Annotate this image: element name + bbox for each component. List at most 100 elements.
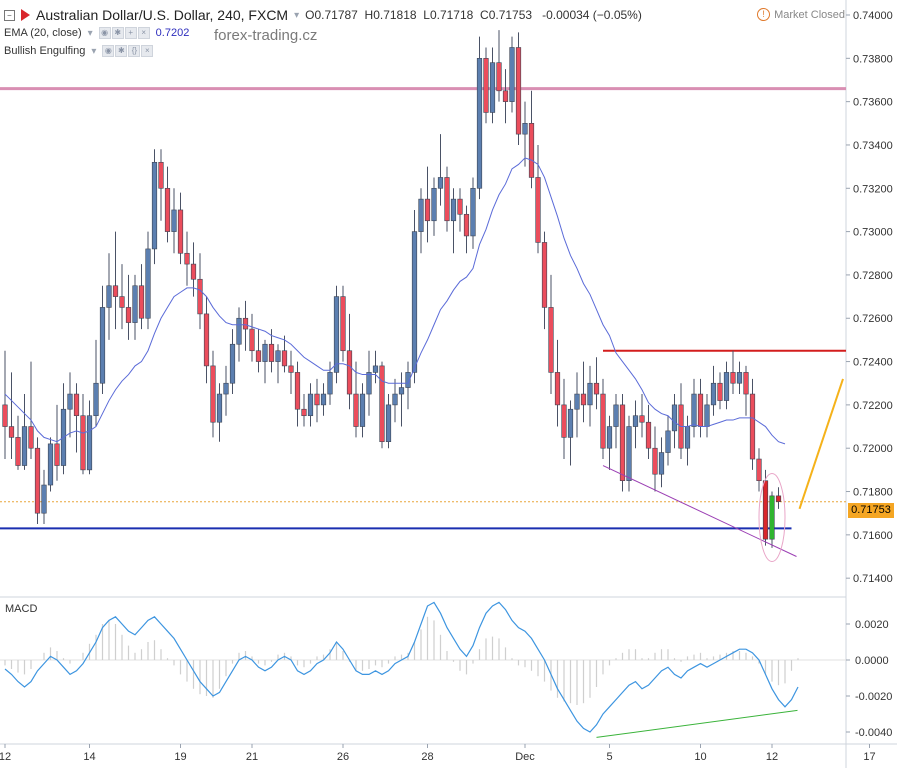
- candle-up: [41, 484, 47, 514]
- macd-line: [4, 601, 799, 733]
- candle-down: [8, 426, 15, 438]
- candle-up: [93, 382, 99, 417]
- candle-up: [47, 443, 54, 486]
- braces-icon[interactable]: {}: [128, 45, 141, 57]
- price-tick-label: 0.72600: [853, 313, 893, 325]
- candle-down: [184, 252, 190, 265]
- candle-up: [223, 382, 229, 395]
- candle-up: [392, 393, 398, 406]
- time-tick-label: Dec: [515, 751, 535, 763]
- macd-label: MACD: [5, 603, 38, 615]
- candle-down: [756, 458, 762, 481]
- chevron-down-icon[interactable]: ▾: [294, 9, 300, 21]
- candle-up: [626, 426, 632, 481]
- candle-up: [411, 231, 418, 373]
- candle-up: [671, 404, 678, 432]
- candle-up: [145, 248, 151, 319]
- candle-up: [236, 317, 242, 345]
- chevron-down-icon[interactable]: ▾: [91, 45, 97, 57]
- candle-down: [515, 47, 522, 135]
- symbol-title[interactable]: Australian Dollar/U.S. Dollar, 240, FXCM: [36, 7, 289, 23]
- macd-tick-label: -0.0020: [855, 691, 892, 703]
- candle-up: [769, 495, 775, 540]
- candle-up: [67, 393, 73, 410]
- ohlc-values: O0.71787 H0.71818 L0.71718 C0.71753 -0.0…: [305, 8, 642, 22]
- candle-down: [541, 242, 548, 308]
- candle-up: [320, 393, 327, 406]
- candle-up: [307, 393, 314, 417]
- candle-up: [21, 426, 28, 466]
- candle-down: [639, 415, 645, 423]
- candle-up: [574, 393, 580, 410]
- macd-tick-label: 0.0020: [855, 619, 889, 631]
- price-tick-label: 0.71400: [853, 573, 893, 585]
- ema-line: [4, 157, 786, 445]
- candle-down: [561, 404, 567, 438]
- candle-down: [288, 365, 294, 373]
- close-icon[interactable]: ×: [141, 45, 154, 57]
- candle-down: [457, 198, 463, 215]
- price-tick-label: 0.73200: [853, 183, 893, 195]
- gear-icon[interactable]: ✱: [115, 45, 128, 57]
- price-tick-label: 0.72200: [853, 400, 893, 412]
- candle-down: [730, 372, 736, 384]
- candle-down: [749, 393, 756, 460]
- collapse-icon[interactable]: –: [4, 9, 15, 21]
- candle-down: [580, 393, 587, 406]
- highlight-ellipse: [758, 473, 786, 563]
- candle-down: [210, 365, 216, 423]
- candle-down: [177, 209, 184, 254]
- candle-up: [216, 393, 223, 423]
- plus-icon[interactable]: +: [124, 27, 137, 39]
- high-value: 0.71818: [373, 8, 417, 22]
- eye-icon[interactable]: ◉: [102, 45, 115, 57]
- candle-down: [242, 317, 249, 330]
- chevron-down-icon[interactable]: ▾: [87, 27, 93, 39]
- gear-icon[interactable]: ✱: [111, 27, 124, 39]
- candle-down: [424, 198, 431, 222]
- candle-down: [593, 382, 600, 395]
- pattern-label[interactable]: Bullish Engulfing: [4, 45, 86, 57]
- candle-down: [125, 307, 132, 323]
- candle-down: [112, 285, 119, 297]
- candle-down: [483, 58, 489, 113]
- price-tick-label: 0.73600: [853, 97, 893, 109]
- candle-up: [385, 404, 392, 443]
- candle-down: [138, 285, 145, 319]
- time-tick-label: 12: [0, 751, 11, 763]
- time-tick-label: 5: [606, 751, 612, 763]
- change-value: -0.00034 (−0.05%): [542, 8, 642, 22]
- candle-up: [275, 350, 281, 362]
- eye-icon[interactable]: ◉: [98, 27, 111, 39]
- price-tick-label: 0.73000: [853, 227, 893, 239]
- candle-down: [463, 213, 470, 237]
- price-tick-label: 0.72000: [853, 443, 893, 455]
- price-tick-label: 0.72800: [853, 270, 893, 282]
- candle-down: [268, 343, 275, 362]
- market-status-text: Market Closed: [774, 8, 845, 21]
- candle-up: [658, 452, 665, 475]
- candle-down: [197, 278, 203, 315]
- close-icon[interactable]: ×: [137, 27, 150, 39]
- candle-down: [762, 480, 769, 540]
- low-value: 0.71718: [429, 8, 474, 22]
- candle-down: [346, 350, 353, 395]
- last-price-tag: 0.71753: [848, 503, 894, 518]
- candle-up: [171, 209, 177, 232]
- candle-up: [327, 372, 333, 395]
- candle-up: [450, 198, 457, 222]
- price-tick-label: 0.72400: [853, 357, 893, 369]
- time-tick-label: 19: [174, 751, 186, 763]
- candle-down: [535, 177, 541, 243]
- candle-up: [691, 393, 697, 427]
- candle-down: [444, 177, 450, 222]
- ema-label[interactable]: EMA (20, close): [4, 27, 82, 39]
- candle-down: [600, 393, 606, 449]
- candle-down: [164, 187, 171, 232]
- price-tick-label: 0.71800: [853, 487, 893, 499]
- candle-up: [587, 382, 593, 406]
- candle-down: [743, 372, 749, 395]
- candle-up: [418, 198, 424, 232]
